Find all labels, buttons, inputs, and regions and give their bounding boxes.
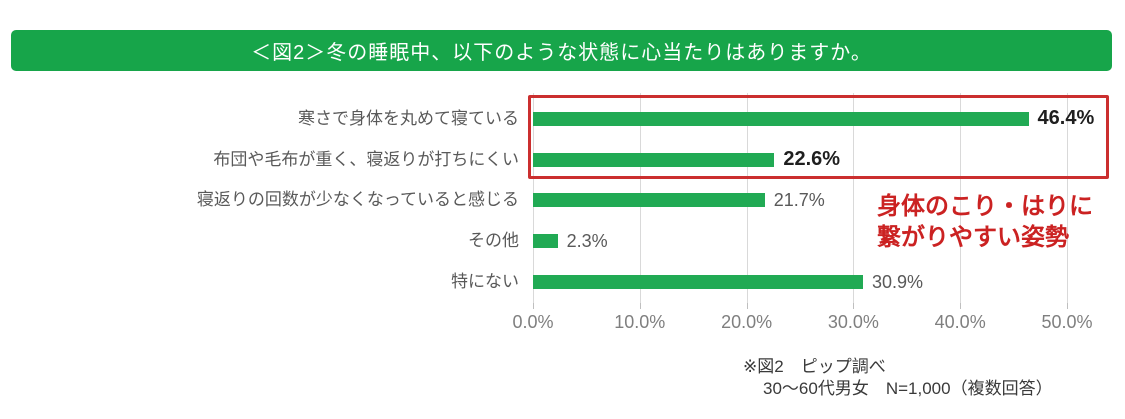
x-axis-tick-label: 50.0%	[1041, 312, 1093, 332]
value-label: 30.9%	[872, 271, 924, 292]
x-axis-tick-label: 10.0%	[614, 312, 666, 332]
category-label: 布団や毛布が重く、寝返りが打ちにくい	[213, 149, 519, 169]
figure-title-banner: ＜図2＞冬の睡眠中、以下のような状態に心当たりはありますか。	[11, 30, 1112, 71]
axis-tick	[746, 303, 748, 309]
gridline	[1067, 93, 1068, 303]
gridline	[960, 93, 962, 303]
category-label: 寝返りの回数が少なくなっていると感じる	[196, 190, 519, 210]
source-line-1: ※図2 ピップ調べ	[743, 357, 886, 376]
annotation-line-1: 身体のこり・はりに	[877, 193, 1093, 220]
gridline	[853, 93, 855, 303]
bar	[533, 112, 1029, 126]
axis-tick	[533, 303, 534, 309]
category-label: 特にない	[451, 271, 519, 291]
axis-tick	[960, 303, 962, 309]
axis-tick	[639, 303, 641, 309]
figure-title: ＜図2＞冬の睡眠中、以下のような状態に心当たりはありますか。	[251, 42, 872, 64]
x-axis-tick-label: 30.0%	[827, 312, 879, 332]
value-label: 46.4%	[1037, 107, 1095, 129]
bar	[533, 193, 765, 208]
source-line-2: 30〜60代男女 N=1,000（複数回答）	[763, 379, 1053, 398]
bar	[533, 274, 863, 289]
category-label: その他	[468, 231, 519, 251]
value-label: 2.3%	[566, 231, 608, 252]
source-note: ※図2 ピップ調べ 30〜60代男女 N=1,000（複数回答）	[743, 356, 1053, 400]
x-axis-tick-label: 0.0%	[512, 312, 554, 332]
bar	[533, 152, 775, 167]
bar	[533, 234, 558, 249]
x-axis-tick-label: 20.0%	[721, 312, 773, 332]
value-label: 21.7%	[773, 190, 825, 211]
category-label: 寒さで身体を丸めて寝ている	[298, 109, 519, 128]
annotation-line-2: 繋がりやすい姿勢	[877, 224, 1069, 251]
highlight-box	[528, 95, 1109, 179]
annotation-text: 身体のこり・はりに 繋がりやすい姿勢	[877, 191, 1093, 253]
x-axis-tick-label: 40.0%	[934, 312, 986, 332]
value-label: 22.6%	[783, 147, 841, 170]
axis-tick	[853, 303, 855, 309]
axis-tick	[1067, 303, 1068, 309]
